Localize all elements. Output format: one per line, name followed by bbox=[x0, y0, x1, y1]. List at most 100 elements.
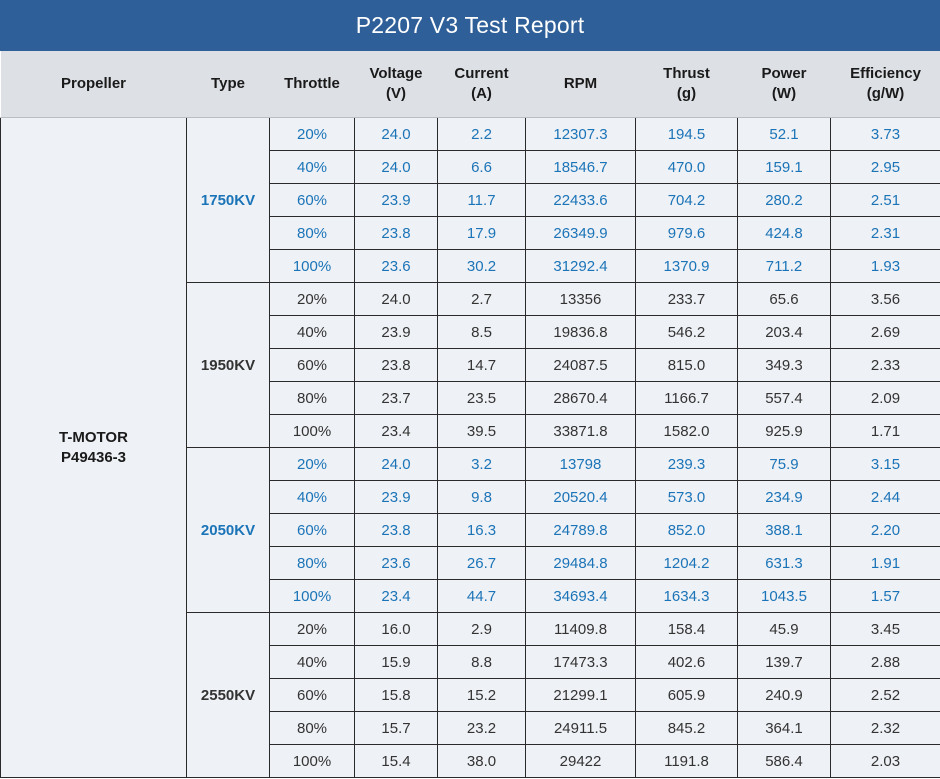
rpm-cell: 13356 bbox=[525, 282, 636, 316]
voltage-cell: 15.7 bbox=[354, 711, 438, 745]
thrust-cell: 815.0 bbox=[635, 348, 738, 382]
thrust-cell: 233.7 bbox=[635, 282, 738, 316]
rpm-cell: 33871.8 bbox=[525, 414, 636, 448]
power-cell: 424.8 bbox=[737, 216, 831, 250]
current-cell: 2.2 bbox=[437, 117, 526, 151]
voltage-cell: 23.4 bbox=[354, 414, 438, 448]
current-cell: 38.0 bbox=[437, 744, 526, 778]
power-cell: 711.2 bbox=[737, 249, 831, 283]
power-cell: 139.7 bbox=[737, 645, 831, 679]
power-cell: 45.9 bbox=[737, 612, 831, 646]
thrust-cell: 402.6 bbox=[635, 645, 738, 679]
throttle-cell: 80% bbox=[269, 711, 355, 745]
voltage-cell: 24.0 bbox=[354, 282, 438, 316]
current-cell: 44.7 bbox=[437, 579, 526, 613]
table-row: 40% 15.9 8.8 17473.3 402.6 139.7 2.88 bbox=[1, 645, 940, 679]
voltage-cell: 23.8 bbox=[354, 348, 438, 382]
efficiency-cell: 1.71 bbox=[830, 414, 940, 448]
current-cell: 14.7 bbox=[437, 348, 526, 382]
power-cell: 203.4 bbox=[737, 315, 831, 349]
table-row: 1950KV 20% 24.0 2.7 13356 233.7 65.6 3.56 bbox=[1, 282, 940, 448]
rpm-cell: 28670.4 bbox=[525, 381, 636, 415]
rpm-cell: 26349.9 bbox=[525, 216, 636, 250]
throttle-cell: 100% bbox=[269, 744, 355, 778]
header-thrust: Thrust (g) bbox=[635, 51, 738, 118]
current-cell: 8.8 bbox=[437, 645, 526, 679]
power-cell: 388.1 bbox=[737, 513, 831, 547]
efficiency-cell: 1.91 bbox=[830, 546, 940, 580]
table-row: T-MOTOR P49436-3 1750KV 20% 24.0 2.2 12307.3 19… bbox=[0, 117, 940, 778]
efficiency-cell: 3.56 bbox=[830, 282, 940, 316]
header-row: Propeller Type Throttle Voltage (V) Curre… bbox=[0, 51, 940, 118]
voltage-cell: 23.4 bbox=[354, 579, 438, 613]
efficiency-cell: 3.45 bbox=[830, 612, 940, 646]
propeller-cell: T-MOTOR P49436-3 bbox=[0, 117, 187, 778]
header-throttle: Throttle bbox=[269, 51, 355, 118]
voltage-cell: 24.0 bbox=[354, 447, 438, 481]
thrust-cell: 605.9 bbox=[635, 678, 738, 712]
header-rpm: RPM bbox=[525, 51, 636, 118]
efficiency-cell: 3.15 bbox=[830, 447, 940, 481]
table-row: 60% 23.8 16.3 24789.8 852.0 388.1 2.20 bbox=[1, 513, 940, 547]
efficiency-cell: 1.57 bbox=[830, 579, 940, 613]
current-cell: 23.5 bbox=[437, 381, 526, 415]
table-row: 40% 23.9 9.8 20520.4 573.0 234.9 2.44 bbox=[1, 480, 940, 514]
rpm-cell: 20520.4 bbox=[525, 480, 636, 514]
power-cell: 349.3 bbox=[737, 348, 831, 382]
voltage-cell: 15.8 bbox=[354, 678, 438, 712]
power-cell: 586.4 bbox=[737, 744, 831, 778]
motor-type-cell: 1750KV bbox=[186, 117, 270, 283]
efficiency-cell: 2.95 bbox=[830, 150, 940, 184]
current-cell: 8.5 bbox=[437, 315, 526, 349]
efficiency-cell: 2.52 bbox=[830, 678, 940, 712]
current-cell: 6.6 bbox=[437, 150, 526, 184]
voltage-cell: 24.0 bbox=[354, 150, 438, 184]
header-current: Current (A) bbox=[437, 51, 526, 118]
table-row: 100% 23.4 39.5 33871.8 1582.0 925.9 1.71 bbox=[1, 414, 940, 448]
report-title: P2207 V3 Test Report bbox=[355, 12, 585, 38]
voltage-cell: 23.9 bbox=[354, 315, 438, 349]
table-body: T-MOTOR P49436-3 1750KV 20% 24.0 2.2 12307.3 19… bbox=[0, 117, 940, 778]
voltage-cell: 15.9 bbox=[354, 645, 438, 679]
current-cell: 39.5 bbox=[437, 414, 526, 448]
report-title-bar: P2207 V3 Test Report bbox=[0, 0, 940, 51]
efficiency-cell: 2.31 bbox=[830, 216, 940, 250]
thrust-cell: 1634.3 bbox=[635, 579, 738, 613]
efficiency-cell: 2.20 bbox=[830, 513, 940, 547]
efficiency-cell: 2.32 bbox=[830, 711, 940, 745]
power-cell: 925.9 bbox=[737, 414, 831, 448]
current-cell: 17.9 bbox=[437, 216, 526, 250]
throttle-cell: 40% bbox=[269, 315, 355, 349]
power-cell: 280.2 bbox=[737, 183, 831, 217]
test-report-table: Propeller Type Throttle Voltage (V) Curre… bbox=[0, 51, 940, 778]
rpm-cell: 11409.8 bbox=[525, 612, 636, 646]
table-row: 2550KV 20% 16.0 2.9 11409.8 158.4 45.9 3.45 bbox=[1, 612, 940, 778]
thrust-cell: 704.2 bbox=[635, 183, 738, 217]
rpm-cell: 22433.6 bbox=[525, 183, 636, 217]
rpm-cell: 24087.5 bbox=[525, 348, 636, 382]
table-row: 100% 23.6 30.2 31292.4 1370.9 711.2 1.93 bbox=[1, 249, 940, 283]
thrust-cell: 1582.0 bbox=[635, 414, 738, 448]
throttle-cell: 20% bbox=[269, 117, 355, 151]
thrust-cell: 1166.7 bbox=[635, 381, 738, 415]
voltage-cell: 15.4 bbox=[354, 744, 438, 778]
current-cell: 26.7 bbox=[437, 546, 526, 580]
rpm-cell: 29422 bbox=[525, 744, 636, 778]
throttle-cell: 100% bbox=[269, 579, 355, 613]
efficiency-cell: 2.03 bbox=[830, 744, 940, 778]
thrust-cell: 158.4 bbox=[635, 612, 738, 646]
efficiency-cell: 3.73 bbox=[830, 117, 940, 151]
power-cell: 240.9 bbox=[737, 678, 831, 712]
header-type: Type bbox=[186, 51, 270, 118]
header-voltage: Voltage (V) bbox=[354, 51, 438, 118]
table-row: 60% 23.9 11.7 22433.6 704.2 280.2 2.51 bbox=[1, 183, 940, 217]
thrust-cell: 239.3 bbox=[635, 447, 738, 481]
throttle-cell: 40% bbox=[269, 645, 355, 679]
propeller-model: P49436-3 bbox=[60, 448, 127, 466]
rpm-cell: 17473.3 bbox=[525, 645, 636, 679]
thrust-cell: 1191.8 bbox=[635, 744, 738, 778]
voltage-cell: 23.6 bbox=[354, 546, 438, 580]
power-cell: 557.4 bbox=[737, 381, 831, 415]
table-row: 80% 23.7 23.5 28670.4 1166.7 557.4 2.09 bbox=[1, 381, 940, 415]
rpm-cell: 18546.7 bbox=[525, 150, 636, 184]
